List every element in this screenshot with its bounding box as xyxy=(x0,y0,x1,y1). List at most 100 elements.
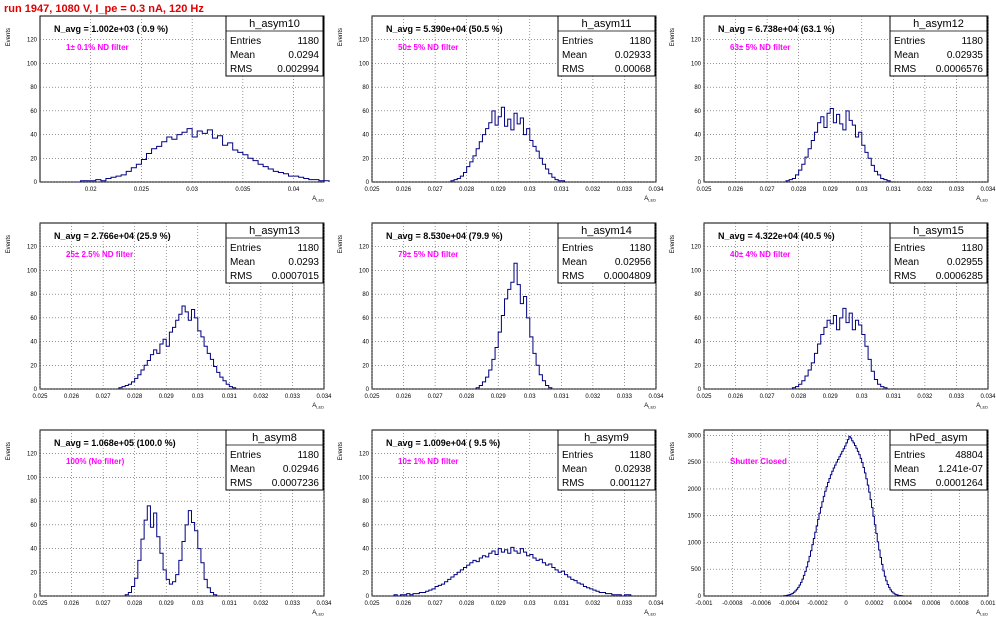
y-axis-label: Events xyxy=(6,235,12,253)
y-tick-label: 0 xyxy=(698,387,702,393)
stats-value-mean: 0.02946 xyxy=(283,464,320,475)
stats-box: h_asym10 Entries 1180 Mean 0.0294 RMS 0.002994 xyxy=(225,15,324,77)
y-tick-label: 20 xyxy=(30,156,37,162)
x-tick-label: 0.025 xyxy=(696,394,712,400)
x-tick-label: -0.0002 xyxy=(807,601,828,607)
x-tick-label: 0.033 xyxy=(949,394,965,400)
y-tick-label: 0 xyxy=(698,180,702,186)
y-tick-label: 0 xyxy=(366,387,370,393)
y-axis-label: Events xyxy=(670,28,676,46)
x-tick-label: 0.033 xyxy=(617,394,633,400)
x-tick-label: 0.031 xyxy=(554,394,570,400)
y-tick-label: 100 xyxy=(27,475,38,481)
stats-label-entries: Entries xyxy=(894,450,925,461)
histogram-chart-h_asym8: 0.025 0.026 0.027 0.028 0.029 0.03 0.031 0.032 0… xyxy=(6,429,332,617)
y-tick-label: 40 xyxy=(362,133,369,139)
stats-label-mean: Mean xyxy=(894,257,919,268)
x-axis-label: ALED xyxy=(976,610,988,617)
y-tick-label: 60 xyxy=(30,316,37,322)
histogram-series xyxy=(75,128,330,183)
stats-label-mean: Mean xyxy=(230,50,255,61)
y-tick-label: 0 xyxy=(366,594,370,600)
y-axis-label: Events xyxy=(670,235,676,253)
x-tick-label: 0.026 xyxy=(396,394,412,400)
histogram-series xyxy=(124,505,218,596)
y-tick-label: 60 xyxy=(694,109,701,115)
y-axis-label: Events xyxy=(338,28,344,46)
navg-text: N_avg = 1.009e+04 ( 9.5 %) xyxy=(386,438,500,448)
stats-label-rms: RMS xyxy=(230,271,253,282)
x-tick-label: 0.028 xyxy=(459,187,475,193)
histogram-panel-h_asym8: 0.025 0.026 0.027 0.028 0.029 0.03 0.031 0.032 0… xyxy=(0,414,332,621)
x-tick-label: 0.027 xyxy=(760,394,776,400)
stats-label-mean: Mean xyxy=(562,257,587,268)
stats-value-entries: 1180 xyxy=(297,450,319,461)
stats-title: h_asym8 xyxy=(252,432,297,444)
x-tick-label: 0.03 xyxy=(186,187,198,193)
x-tick-label: 0.026 xyxy=(396,601,412,607)
histogram-chart-h_asym15: 0.025 0.026 0.027 0.028 0.029 0.03 0.031 0.032 0… xyxy=(670,222,996,410)
x-tick-label: 0.034 xyxy=(316,601,332,607)
x-axis-label-subscript: LED xyxy=(980,612,988,617)
x-tick-label: 0.028 xyxy=(791,394,807,400)
x-tick-label: 0.031 xyxy=(222,601,238,607)
x-tick-label: 0.028 xyxy=(127,394,143,400)
y-axis-label: Events xyxy=(670,442,676,460)
y-tick-label: 2000 xyxy=(688,487,702,493)
y-tick-label: 80 xyxy=(30,85,37,91)
x-tick-label: 0.027 xyxy=(96,601,112,607)
stats-value-mean: 1.241e-07 xyxy=(938,464,983,475)
x-tick-label: -0.0008 xyxy=(722,601,743,607)
y-tick-label: 20 xyxy=(362,570,369,576)
x-tick-label: 0.02 xyxy=(85,187,97,193)
stats-value-rms: 0.002994 xyxy=(277,64,319,75)
stats-label-entries: Entries xyxy=(562,36,593,47)
x-tick-label: 0.025 xyxy=(364,394,380,400)
stats-value-entries: 1180 xyxy=(961,36,983,47)
x-tick-label: 0.025 xyxy=(364,187,380,193)
stats-box-frame xyxy=(889,15,988,77)
y-tick-label: 120 xyxy=(691,38,702,44)
x-tick-label: 0.03 xyxy=(192,394,204,400)
x-tick-label: 0.031 xyxy=(886,394,902,400)
histogram-series xyxy=(791,307,888,389)
stats-label-rms: RMS xyxy=(894,478,917,489)
stats-box-frame xyxy=(225,429,324,491)
navg-text: N_avg = 2.766e+04 (25.9 %) xyxy=(54,231,171,241)
x-axis-label-subscript: LED xyxy=(316,405,324,410)
x-tick-label: 0.032 xyxy=(253,394,269,400)
y-tick-label: 120 xyxy=(27,452,38,458)
x-tick-label: -0.0006 xyxy=(751,601,772,607)
stats-box-frame xyxy=(557,222,656,284)
stats-value-mean: 0.02938 xyxy=(615,464,652,475)
y-axis-label: Events xyxy=(338,235,344,253)
stats-box-frame xyxy=(557,15,656,77)
x-axis-label: ALED xyxy=(644,196,656,203)
stats-box-frame xyxy=(889,429,988,491)
histogram-series xyxy=(475,262,553,389)
x-tick-label: 0.03 xyxy=(524,394,536,400)
histogram-panel-h_asym9: 0.025 0.026 0.027 0.028 0.029 0.03 0.031 0.032 0… xyxy=(332,414,664,621)
stats-box: h_asym14 Entries 1180 Mean 0.02956 RMS 0.00048… xyxy=(557,222,656,284)
y-tick-label: 60 xyxy=(30,523,37,529)
y-tick-label: 120 xyxy=(359,38,370,44)
x-tick-label: 0.025 xyxy=(32,394,48,400)
stats-box: h_asym12 Entries 1180 Mean 0.02935 RMS 0.00065… xyxy=(889,15,988,77)
y-tick-label: 100 xyxy=(27,61,38,67)
x-tick-label: 0.029 xyxy=(491,601,507,607)
y-tick-label: 40 xyxy=(694,133,701,139)
x-tick-label: 0.0004 xyxy=(894,601,913,607)
x-tick-label: 0.001 xyxy=(980,601,996,607)
x-tick-label: 0.035 xyxy=(235,187,251,193)
x-axis-label-subscript: LED xyxy=(648,612,656,617)
stats-value-mean: 0.02956 xyxy=(615,257,652,268)
histogram-chart-h_asym12: 0.025 0.026 0.027 0.028 0.029 0.03 0.031 0.032 0… xyxy=(670,15,996,203)
navg-text: N_avg = 1.068e+05 (100.0 %) xyxy=(54,438,176,448)
x-tick-label: 0.025 xyxy=(364,601,380,607)
y-tick-label: 120 xyxy=(359,245,370,251)
grid-lines xyxy=(39,223,325,390)
navg-text: N_avg = 5.390e+04 (50.5 %) xyxy=(386,24,503,34)
y-tick-label: 60 xyxy=(362,109,369,115)
x-tick-label: 0.025 xyxy=(32,601,48,607)
stats-label-rms: RMS xyxy=(230,64,253,75)
